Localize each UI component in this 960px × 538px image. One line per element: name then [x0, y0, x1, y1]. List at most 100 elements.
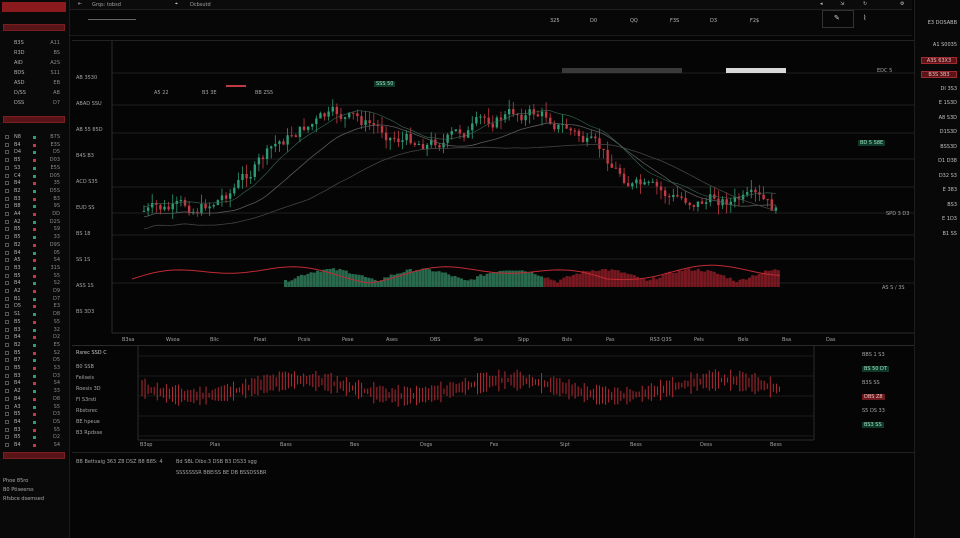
chart-type-icon[interactable]: ⌇ — [863, 14, 867, 22]
watchlist-row[interactable]: C4 D05 — [4, 173, 64, 180]
row-checkbox[interactable] — [5, 173, 9, 178]
watchlist-row[interactable]: B5 S5 — [4, 273, 64, 280]
row-checkbox[interactable] — [5, 319, 9, 324]
row-checkbox[interactable] — [5, 142, 9, 147]
watchlist-row[interactable]: D4 D5 — [4, 149, 64, 156]
market-row[interactable]: BSS3D — [940, 143, 957, 150]
row-checkbox[interactable] — [5, 335, 9, 340]
watchlist-row[interactable]: B5 S5 — [4, 319, 64, 326]
row-checkbox[interactable] — [5, 227, 9, 232]
row-checkbox[interactable] — [5, 404, 9, 409]
watchlist-row[interactable]: B4 DS — [4, 419, 64, 426]
oscillator-canvas[interactable] — [72, 346, 914, 451]
account-row[interactable]: AID A2S — [4, 60, 64, 67]
window-arrow-icon[interactable]: ◂ — [820, 1, 823, 7]
refresh-icon[interactable]: ↻ — [863, 1, 868, 7]
account-row[interactable]: BDS S11 — [4, 70, 64, 77]
watchlist-row[interactable]: A5 S4 — [4, 257, 64, 264]
watchlist-row[interactable]: B4 05 — [4, 250, 64, 257]
row-checkbox[interactable] — [5, 396, 9, 401]
row-checkbox[interactable] — [5, 327, 9, 332]
row-checkbox[interactable] — [5, 389, 9, 394]
market-row[interactable]: A3S 63X3 — [921, 56, 957, 64]
watchlist-row[interactable]: B2 D5S — [4, 188, 64, 195]
row-checkbox[interactable] — [5, 181, 9, 186]
row-checkbox[interactable] — [5, 265, 9, 270]
account-row[interactable]: D/SS AB — [4, 90, 64, 97]
watchlist-row[interactable]: B8 9S — [4, 203, 64, 210]
row-checkbox[interactable] — [5, 250, 9, 255]
market-row[interactable]: D32 S3 — [938, 172, 957, 179]
row-checkbox[interactable] — [5, 381, 9, 386]
row-checkbox[interactable] — [5, 412, 9, 417]
row-checkbox[interactable] — [5, 258, 9, 263]
watchlist-row[interactable]: B5 S2 — [4, 350, 64, 357]
watchlist-row[interactable]: B1 D7 — [4, 296, 64, 303]
toolbar-box[interactable] — [822, 10, 854, 28]
price-chart[interactable]: AB 3530 ABAD SSU AB 55 85D B4S B3 ACD S35 EUD… — [72, 40, 914, 343]
account-row[interactable]: DSS D7 — [4, 100, 64, 107]
row-checkbox[interactable] — [5, 212, 9, 216]
account-row[interactable]: ASD EB — [4, 80, 64, 87]
watchlist-row[interactable]: B4 S4 — [4, 380, 64, 387]
settings-icon[interactable]: ⚙ — [900, 1, 905, 7]
pin-icon[interactable]: ⌖ — [175, 1, 178, 7]
watchlist-row[interactable]: B3 S5 — [4, 427, 64, 434]
row-checkbox[interactable] — [5, 358, 9, 363]
watchlist-row[interactable]: A4 DD — [4, 211, 64, 218]
watchlist-row[interactable]: B4 E3S — [4, 142, 64, 149]
watchlist-row[interactable]: B4 D8 — [4, 396, 64, 403]
row-checkbox[interactable] — [5, 312, 9, 317]
row-checkbox[interactable] — [5, 281, 9, 286]
account-row[interactable]: B3S A11 — [4, 40, 64, 47]
market-row[interactable]: E 1S3D — [938, 100, 957, 106]
row-checkbox[interactable] — [5, 165, 9, 170]
market-row[interactable]: B1 SS — [942, 230, 957, 237]
watchlist-row[interactable]: B3 B3 — [4, 196, 64, 203]
tab-secondary[interactable]: Dcbsutd — [190, 2, 211, 8]
watchlist-row[interactable]: B3 D3 — [4, 373, 64, 380]
row-checkbox[interactable] — [5, 188, 9, 193]
watchlist-row[interactable]: B5 33 — [4, 234, 64, 241]
row-checkbox[interactable] — [5, 427, 9, 432]
watchlist-row[interactable]: A2 D9 — [4, 288, 64, 295]
watchlist-row[interactable]: B7 D5 — [4, 357, 64, 364]
market-row[interactable]: D1S3D — [939, 129, 957, 135]
watchlist-row[interactable]: D5 E3 — [4, 303, 64, 310]
watchlist-row[interactable]: N8 B7S — [4, 134, 64, 141]
row-checkbox[interactable] — [5, 304, 9, 309]
row-checkbox[interactable] — [5, 219, 9, 224]
row-checkbox[interactable] — [5, 443, 9, 447]
watchlist-row[interactable]: B5 D03 — [4, 157, 64, 164]
row-checkbox[interactable] — [5, 235, 9, 240]
row-checkbox[interactable] — [5, 366, 9, 370]
watchlist-row[interactable]: B4 S2 — [4, 280, 64, 287]
watchlist-row[interactable]: B4 S4 — [4, 442, 64, 449]
watchlist-row[interactable]: B3 31S — [4, 265, 64, 272]
market-row[interactable]: BS3 — [947, 201, 957, 208]
draw-icon[interactable]: ✎ — [834, 14, 840, 22]
account-row[interactable]: R3D BS — [4, 50, 64, 57]
watchlist-row[interactable]: B5 D3 — [4, 411, 64, 418]
symbol-field[interactable] — [88, 14, 136, 20]
row-checkbox[interactable] — [5, 196, 9, 201]
row-checkbox[interactable] — [5, 435, 9, 440]
row-checkbox[interactable] — [5, 296, 9, 301]
market-row[interactable]: E 383 — [942, 187, 957, 193]
market-row[interactable]: B3S 3B3 — [921, 71, 957, 78]
row-checkbox[interactable] — [5, 342, 9, 347]
watchlist-row[interactable]: B5 S9 — [4, 226, 64, 233]
row-checkbox[interactable] — [5, 350, 9, 355]
watchlist-row[interactable]: B2 E5 — [4, 342, 64, 349]
market-row[interactable]: E 1D3 — [942, 216, 957, 222]
watchlist-row[interactable]: B3 32 — [4, 327, 64, 334]
watchlist-row[interactable]: A3 S5 — [4, 404, 64, 411]
row-checkbox[interactable] — [5, 158, 9, 163]
tab-primary[interactable]: Grqs: tobsd — [92, 2, 121, 8]
row-checkbox[interactable] — [5, 135, 9, 139]
watchlist-row[interactable]: S3 E5S — [4, 165, 64, 172]
row-checkbox[interactable] — [5, 419, 9, 424]
watchlist-row[interactable]: B2 D9S — [4, 242, 64, 249]
watchlist-row[interactable]: B4 35 — [4, 180, 64, 187]
watchlist-row[interactable]: B5 D2 — [4, 434, 64, 441]
